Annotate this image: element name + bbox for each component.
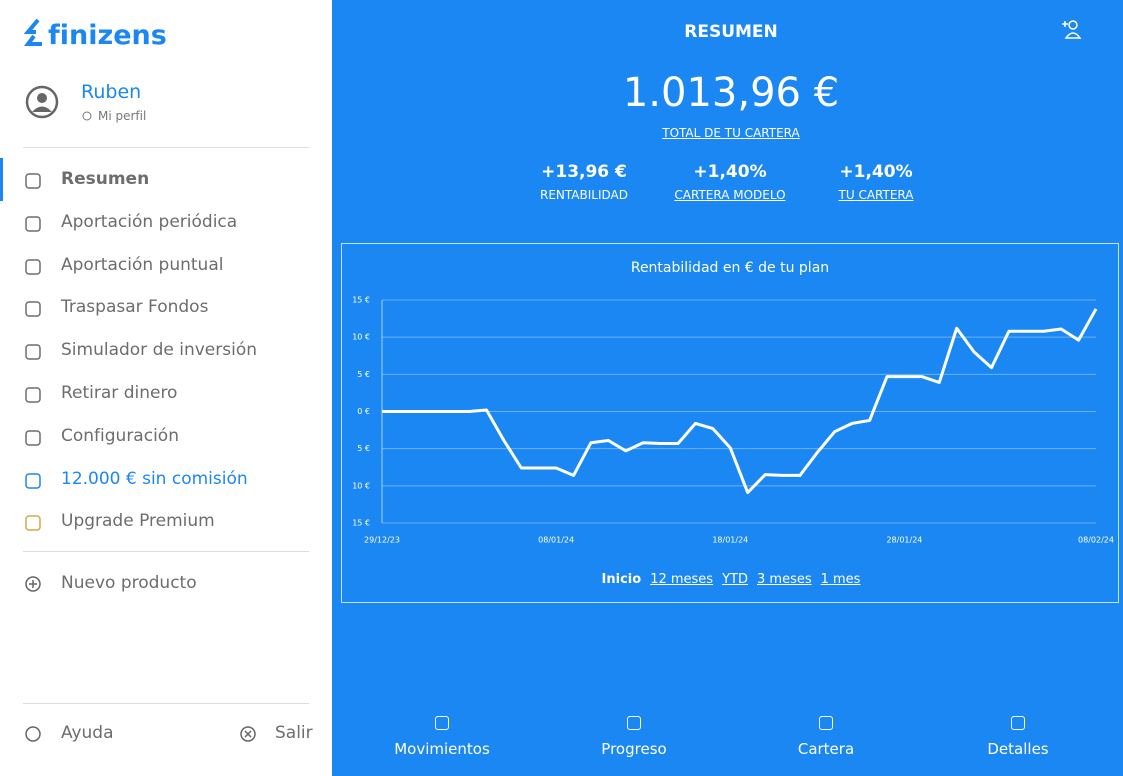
menu-item[interactable]: 12.000 € sin comisión: [61, 468, 248, 489]
range-option[interactable]: 3 meses: [757, 572, 812, 587]
logout-icon: [240, 726, 256, 742]
menu-icon: [25, 173, 41, 189]
sidebar: finizens Ruben Mi perfil Resumen Aportaci…: [0, 0, 332, 776]
y-tick-label: 15 €: [352, 519, 370, 528]
profile-link[interactable]: Mi perfil: [98, 109, 147, 123]
menu-item[interactable]: Traspasar Fondos: [61, 297, 209, 318]
range-option[interactable]: 12 meses: [650, 572, 714, 587]
plus-icon: [25, 576, 41, 592]
stat-value: +13,96 €: [541, 162, 627, 182]
menu-icon: [25, 216, 41, 232]
menu-item[interactable]: Resumen: [61, 169, 150, 189]
tab[interactable]: Movimientos: [394, 740, 490, 758]
menu-icon: [25, 301, 41, 318]
menu-icon: [25, 472, 41, 489]
divider: [23, 147, 309, 148]
menu-icon: [25, 430, 41, 446]
range-option[interactable]: YTD: [722, 572, 748, 587]
menu-icon: [25, 387, 41, 403]
brand: finizens: [48, 20, 167, 51]
y-tick-label: 5 €: [357, 444, 370, 453]
y-tick-label: 10 €: [352, 333, 370, 342]
divider: [23, 703, 309, 704]
chart: Rentabilidad en € de tu plan 15 € 10 € 5 €…: [352, 260, 1114, 545]
y-tick-label: 15 €: [352, 296, 370, 305]
menu-item[interactable]: Retirar dinero: [61, 383, 178, 403]
tab-icon: [1011, 716, 1025, 730]
x-tick-label: 28/01/24: [886, 536, 922, 545]
menu-icon: [25, 258, 41, 275]
tab-icon: [627, 716, 641, 730]
stat-value: +1,40%: [839, 162, 913, 182]
add-user-icon[interactable]: [1061, 18, 1083, 40]
y-tick-label: 5 €: [357, 370, 370, 379]
x-tick-label: 18/01/24: [712, 536, 748, 545]
stat-value: +1,40%: [693, 162, 767, 182]
menu-item[interactable]: Aportación periódica: [61, 211, 238, 232]
avatar: [25, 85, 59, 119]
stat-label: RENTABILIDAD: [540, 188, 628, 202]
chart-title: Rentabilidad en € de tu plan: [631, 260, 829, 276]
help-link[interactable]: Ayuda: [61, 723, 114, 743]
stat-label[interactable]: TU CARTERA: [838, 188, 914, 202]
menu-item[interactable]: Nuevo producto: [61, 573, 197, 593]
y-tick-label: 0 €: [357, 407, 370, 416]
x-tick-label: 08/02/24: [1078, 536, 1114, 545]
main: RESUMEN 1.013,96 € TOTAL DE TU CARTERA +…: [332, 0, 1123, 776]
tab-icon: [819, 716, 833, 730]
tab[interactable]: Progreso: [601, 740, 667, 758]
total-label[interactable]: TOTAL DE TU CARTERA: [662, 126, 800, 140]
x-tick-label: 29/12/23: [364, 536, 400, 545]
logout-link[interactable]: Salir: [275, 723, 313, 743]
tab[interactable]: Cartera: [797, 740, 855, 758]
menu-item[interactable]: Configuración: [61, 425, 179, 446]
menu-item[interactable]: Upgrade Premium: [61, 511, 215, 532]
total-value: 1.013,96 €: [622, 70, 840, 116]
tab[interactable]: Detalles: [987, 740, 1049, 758]
range-option[interactable]: Inicio: [601, 572, 642, 587]
gear-icon: [82, 111, 92, 121]
menu-icon: [25, 515, 41, 532]
divider: [23, 551, 309, 552]
menu-item[interactable]: Aportación puntual: [61, 254, 224, 275]
range-option[interactable]: 1 mes: [820, 572, 861, 587]
logo-icon: [24, 18, 42, 46]
line: [382, 308, 1098, 495]
x-tick-label: 08/01/24: [538, 536, 574, 545]
menu-item[interactable]: Simulador de inversión: [61, 340, 257, 361]
tab-icon: [435, 716, 449, 730]
range-row: Inicio 12 meses YTD 3 meses 1 mes: [602, 572, 861, 587]
menu-icon: [25, 344, 41, 360]
chart-box: [341, 243, 1119, 603]
page-title: RESUMEN: [684, 22, 778, 42]
stat-label[interactable]: CARTERA MODELO: [674, 188, 786, 202]
active-indicator: [0, 158, 3, 201]
user-name[interactable]: Ruben: [81, 81, 142, 103]
y-tick-label: 10 €: [352, 481, 370, 490]
help-icon: [25, 726, 41, 742]
